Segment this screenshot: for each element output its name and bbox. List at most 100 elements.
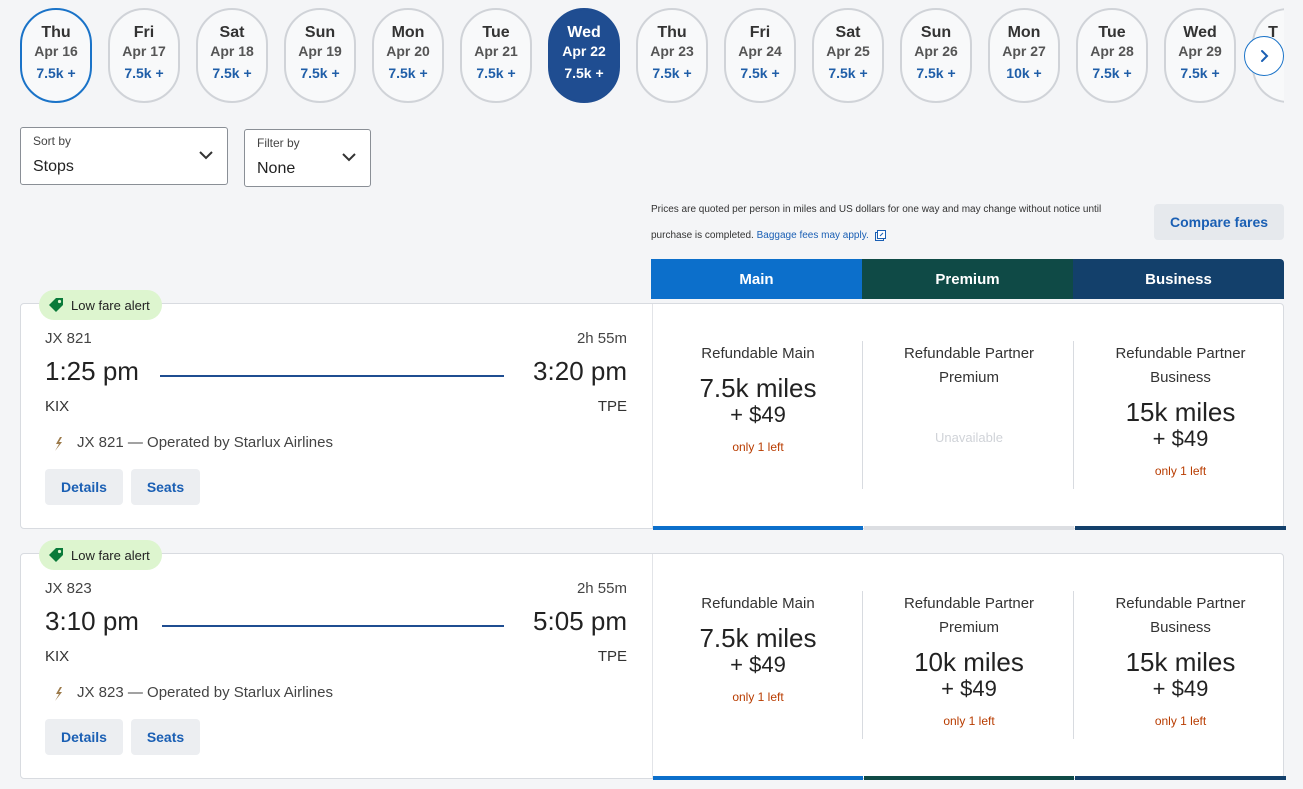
date-weekday: Mon [1007,24,1041,41]
fare-cabin-bar [653,526,863,530]
date-price: 7.5k + [828,65,868,81]
date-weekday: Fri [133,24,155,41]
starlux-logo-icon [55,687,62,701]
fare-business[interactable]: Refundable Partner Business 15k miles + $… [1075,554,1286,780]
fare-name: Refundable Partner Premium [903,595,1035,636]
date-price: 7.5k + [740,65,780,81]
date-option[interactable]: Thu Apr 16 7.5k + [20,8,92,103]
chevron-down-icon [342,153,356,162]
date-price: 7.5k + [564,65,604,81]
departure-time: 1:25 pm [45,356,139,386]
details-button[interactable]: Details [45,469,123,505]
date-option[interactable]: Sun Apr 26 7.5k + [900,8,972,103]
notice-line-1: Prices are quoted per person in miles an… [651,204,1102,215]
fare-cabin-bar [864,526,1074,530]
unavailable-label: Unavailable [935,430,1003,445]
sort-value: Stops [33,158,74,175]
fare-name: Refundable Partner Business [1115,345,1246,386]
fare-main[interactable]: Refundable Main 7.5k miles + $49 only 1 l… [653,554,863,780]
arrival-time: 3:20 pm [533,356,627,386]
external-link-icon[interactable] [874,229,886,241]
alert-text: Low fare alert [71,297,150,313]
date-option[interactable]: Fri Apr 24 7.5k + [724,8,796,103]
compare-fares-button[interactable]: Compare fares [1154,204,1284,240]
fare-business[interactable]: Refundable Partner Business 15k miles + $… [1075,304,1286,530]
fare-divider [1073,591,1074,739]
destination-airport: TPE [597,398,627,415]
date-price: 7.5k + [36,65,76,81]
date-date: Apr 21 [474,43,518,59]
origin-airport: KIX [45,398,70,415]
seats-left-note: only 1 left [1154,714,1207,728]
date-option[interactable]: Tue Apr 21 7.5k + [460,8,532,103]
fare-divider [862,591,863,739]
fare-cabin-bar [864,776,1074,780]
date-date: Apr 24 [738,43,782,59]
fare-name: Refundable Partner Premium [903,345,1035,386]
date-option[interactable]: Tue Apr 28 7.5k + [1076,8,1148,103]
fare-cash: + $49 [1152,426,1209,451]
flight-duration: 2h 55m [576,580,627,597]
details-button[interactable]: Details [45,719,123,755]
filter-label: Filter by [257,136,300,150]
date-option[interactable]: Sat Apr 18 7.5k + [196,8,268,103]
destination-airport: TPE [597,648,627,665]
seats-left-note: only 1 left [732,690,784,704]
fare-premium[interactable]: Refundable Partner Premium 10k miles + $4… [864,554,1074,780]
date-weekday: Fri [749,24,771,41]
date-date: Apr 19 [298,43,342,59]
date-price: 7.5k + [124,65,164,81]
fare-main[interactable]: Refundable Main 7.5k miles + $49 only 1 l… [653,304,863,530]
cabin-header-business[interactable]: Business [1073,259,1284,299]
date-weekday: T [1268,24,1278,41]
date-weekday: Mon [391,24,425,41]
notice-line-2-row: purchase is completed. Baggage fees may … [651,223,1121,249]
baggage-fees-link[interactable]: Baggage fees may apply. [756,230,869,241]
date-option[interactable]: Thu Apr 23 7.5k + [636,8,708,103]
date-strip: Thu Apr 16 7.5k + Fri Apr 17 7.5k + Sat Apr 18 7… [20,8,1284,104]
chevron-down-icon [199,151,213,160]
date-option[interactable]: Mon Apr 27 10k + [988,8,1060,103]
seats-button[interactable]: Seats [131,469,200,505]
date-option[interactable]: Fri Apr 17 7.5k + [108,8,180,103]
date-option[interactable]: Sat Apr 25 7.5k + [812,8,884,103]
filter-select[interactable]: Filter by None [244,129,371,187]
date-weekday: Thu [657,24,687,41]
low-fare-alert-badge: Low fare alert [39,290,162,320]
date-date: Apr 27 [1002,43,1046,59]
sort-select[interactable]: Sort by Stops [20,127,228,185]
date-date: Apr 16 [34,43,78,59]
date-price: 7.5k + [1180,65,1220,81]
fare-miles: 15k miles [1125,397,1236,427]
date-weekday: Tue [482,24,510,41]
next-dates-button[interactable] [1244,36,1284,76]
date-date: Apr 28 [1090,43,1134,59]
date-option[interactable]: Wed Apr 29 7.5k + [1164,8,1236,103]
fare-cash: + $49 [941,676,997,701]
operator-text: JX 821 — Operated by Starlux Airlines [77,434,333,451]
fare-options: Refundable Main 7.5k miles + $49 only 1 l… [652,304,1286,530]
seats-button[interactable]: Seats [131,719,200,755]
date-date: Apr 20 [386,43,430,59]
date-weekday: Sat [219,24,245,41]
seats-left-note: only 1 left [943,714,995,728]
seats-left-note: only 1 left [1154,464,1207,478]
fare-name: Refundable Main [701,345,815,362]
date-option[interactable]: Sun Apr 19 7.5k + [284,8,356,103]
cabin-header-main[interactable]: Main [651,259,862,299]
fare-cabin-bar [653,776,863,780]
flight-card: Low fare alert JX 821 2h 55m 1:25 pm 3:2… [20,290,1286,530]
date-option[interactable]: Mon Apr 20 7.5k + [372,8,444,103]
cabin-header-premium[interactable]: Premium [862,259,1073,299]
fare-name: Refundable Partner Business [1115,595,1246,636]
price-tag-icon [47,296,65,314]
seats-left-note: only 1 left [732,440,784,454]
fare-name: Refundable Main [701,595,815,612]
date-date: Apr 22 [562,43,606,59]
date-option[interactable]: Wed Apr 22 7.5k + [548,8,620,103]
date-date: Apr 18 [210,43,254,59]
fare-premium: Refundable Partner Premium Unavailable [864,304,1074,530]
departure-time: 3:10 pm [45,606,139,636]
fare-cabin-bar [1075,776,1286,780]
fare-miles: 15k miles [1125,647,1236,677]
